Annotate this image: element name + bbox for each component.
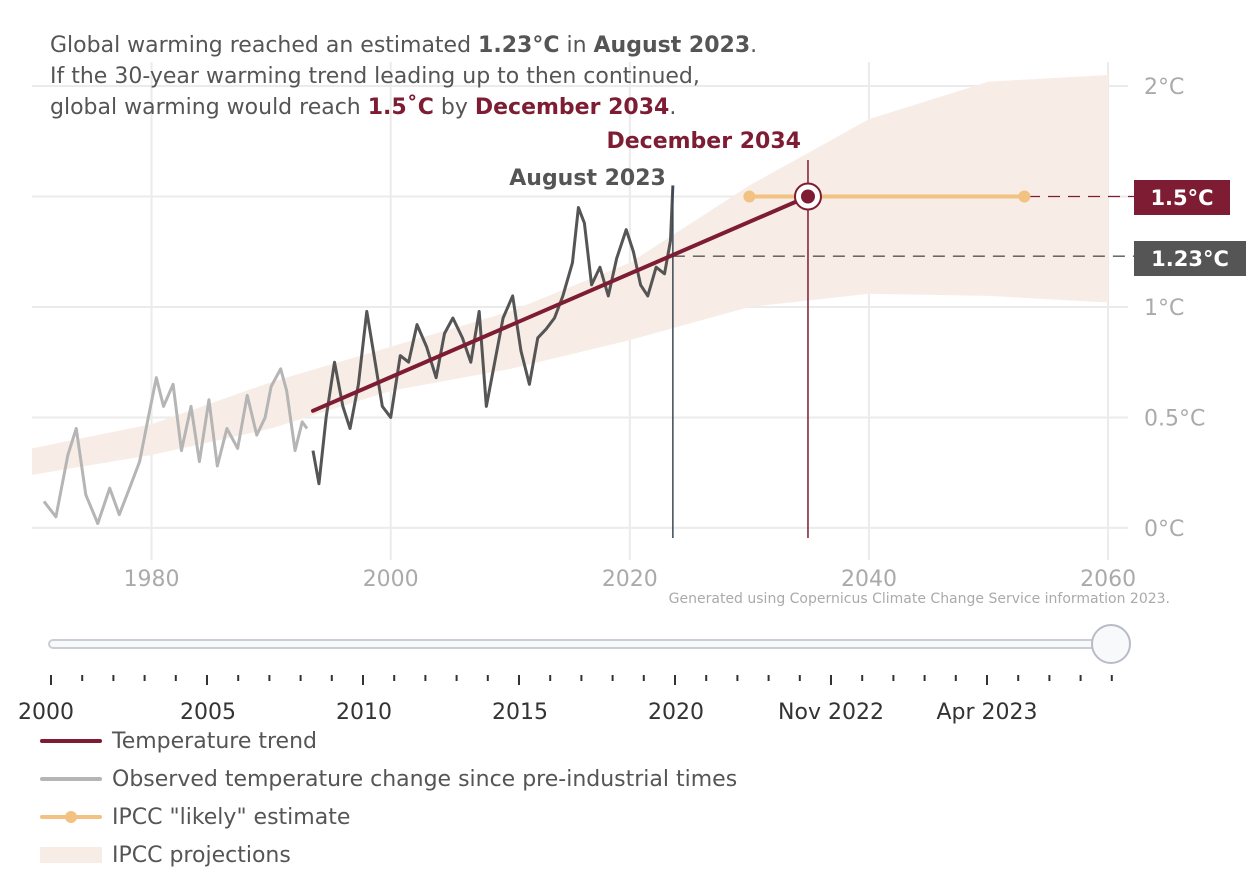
x-tick-label: 2060 [1080, 567, 1136, 592]
time-slider-handle[interactable] [1091, 624, 1131, 664]
source-note: Generated using Copernicus Climate Chang… [669, 591, 1170, 607]
headline-text: Global warming reached an estimated [50, 33, 479, 58]
y-tick-label: 1°C [1144, 296, 1184, 321]
badge-150-background [1134, 180, 1230, 215]
temperature-trend-line [310, 194, 810, 413]
headline-line-2: If the 30-year warming trend leading up … [50, 64, 700, 89]
legend-swatch-ipcc-likely [40, 807, 102, 827]
legend-item-ipcc-likely[interactable]: IPCC "likely" estimate [40, 798, 737, 836]
headline-text: by [433, 95, 475, 120]
legend-label: IPCC projections [112, 842, 291, 868]
slider-tick-label: 2005 [180, 700, 236, 725]
y-tick-label: 0°C [1144, 517, 1184, 542]
x-tick-label: 1980 [124, 567, 180, 592]
headline-current-date: August 2023 [593, 33, 751, 58]
chart-label-layer: 1980 2000 2020 2040 2060 0°C 0.5°C 1°C 1.5°C 2°C A… [124, 75, 1246, 607]
slider-tick-label: 2020 [648, 700, 704, 725]
headline-text: . [669, 95, 677, 120]
headline-text: . [750, 33, 758, 58]
headline-line-1: Global warming reached an estimated 1.23… [50, 30, 757, 61]
x-tick-label: 2040 [841, 567, 897, 592]
legend-item-temperature-trend[interactable]: Temperature trend [40, 722, 737, 760]
chart-legend: Temperature trend Observed temperature c… [40, 722, 737, 874]
ipcc-likely-endpoint [1018, 190, 1031, 203]
headline-target-value: 1.5˚C [367, 95, 434, 120]
headline-line-3: global warming would reach 1.5˚C by Dece… [50, 92, 757, 123]
legend-item-ipcc-projections[interactable]: IPCC projections [40, 836, 737, 874]
legend-swatch-trend [40, 731, 102, 751]
x-tick-label: 2020 [602, 567, 658, 592]
slider-tick-label: Apr 2023 [936, 700, 1037, 725]
time-slider-track[interactable] [48, 639, 1118, 649]
legend-swatch-observed [40, 769, 102, 789]
observed-line-early [42, 367, 309, 525]
ipcc-projections-band [32, 75, 1109, 475]
crossing-point-dot [800, 189, 815, 204]
chart-headline: Global warming reached an estimated 1.23… [50, 30, 757, 123]
headline-text: global warming would reach [50, 95, 368, 120]
headline-target-date: December 2034 [474, 95, 670, 120]
chart-data-layer [42, 160, 1134, 538]
december-2034-label: December 2034 [606, 129, 800, 154]
badge-150-text: 1.5°C [1150, 186, 1213, 210]
headline-current-value: 1.23°C [478, 33, 560, 58]
legend-label: Observed temperature change since pre-in… [112, 766, 738, 792]
x-tick-label: 2000 [363, 567, 419, 592]
y-tick-label: 0.5°C [1144, 406, 1205, 431]
observed-line-recent [311, 185, 675, 486]
slider-tick-label: Nov 2022 [778, 700, 884, 725]
y-tick-label: 2°C [1144, 75, 1184, 100]
legend-label: Temperature trend [112, 728, 317, 754]
slider-tick-label: 2015 [492, 700, 548, 725]
time-slider-ticks: 2000 2005 2010 2015 2020 Nov 2022 Apr 2023 [18, 675, 1113, 725]
ipcc-likely-endpoint [743, 190, 756, 203]
slider-tick-label: 2000 [18, 700, 74, 725]
badge-123-background [1134, 241, 1246, 276]
badge-123-text: 1.23°C [1151, 247, 1229, 271]
legend-swatch-ipcc-projections [40, 845, 102, 865]
headline-text: in [559, 33, 594, 58]
ipcc-projections-area [32, 75, 1109, 475]
legend-item-observed[interactable]: Observed temperature change since pre-in… [40, 760, 737, 798]
august-2023-label: August 2023 [509, 166, 666, 191]
legend-label: IPCC "likely" estimate [112, 804, 351, 830]
slider-tick-label: 2010 [336, 700, 392, 725]
